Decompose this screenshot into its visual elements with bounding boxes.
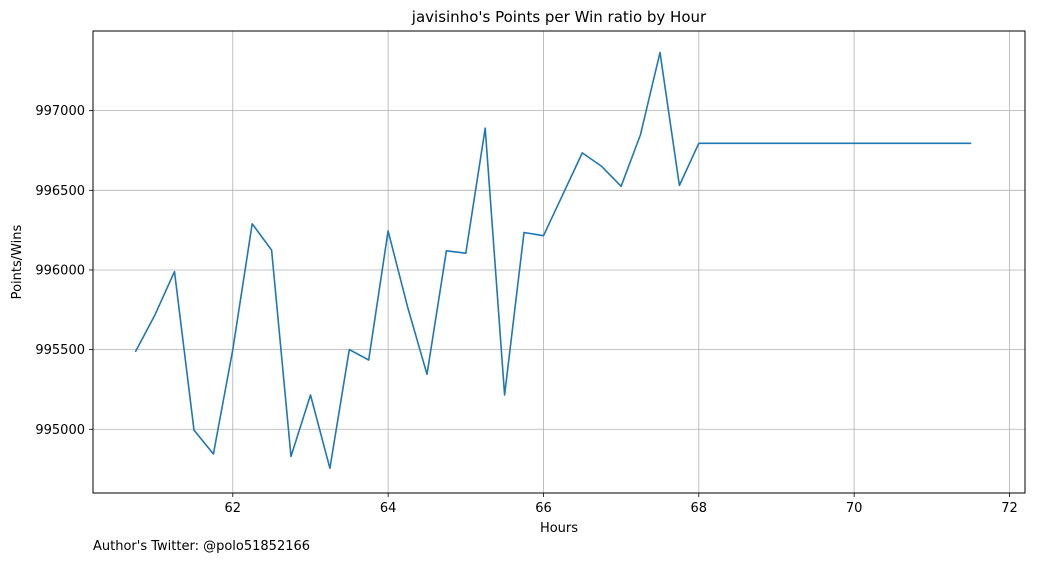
x-axis-ticks: 62 64 66 68 70 72 — [225, 493, 1018, 516]
y-tick-label: 995500 — [35, 343, 85, 358]
y-tick-label: 997000 — [35, 104, 85, 119]
y-tick-label: 995000 — [35, 423, 85, 438]
y-tick-label: 996000 — [35, 263, 85, 278]
author-credit: Author's Twitter: @polo51852166 — [93, 539, 310, 554]
x-tick-label: 72 — [1001, 501, 1018, 516]
x-tick-label: 66 — [535, 501, 552, 516]
x-tick-label: 64 — [380, 501, 397, 516]
chart-title: javisinho's Points per Win ratio by Hour — [411, 8, 707, 26]
y-tick-label: 996500 — [35, 184, 85, 199]
grid-layer — [93, 31, 1025, 493]
y-axis-label: Points/Wins — [10, 224, 25, 299]
x-tick-label: 70 — [846, 501, 863, 516]
plot-frame — [92, 30, 1026, 494]
x-axis-label: Hours — [540, 521, 578, 536]
y-axis-ticks: 995000 995500 996000 996500 997000 — [35, 104, 93, 438]
series-line — [134, 51, 972, 470]
x-tick-label: 68 — [691, 501, 708, 516]
x-tick-label: 62 — [225, 501, 242, 516]
